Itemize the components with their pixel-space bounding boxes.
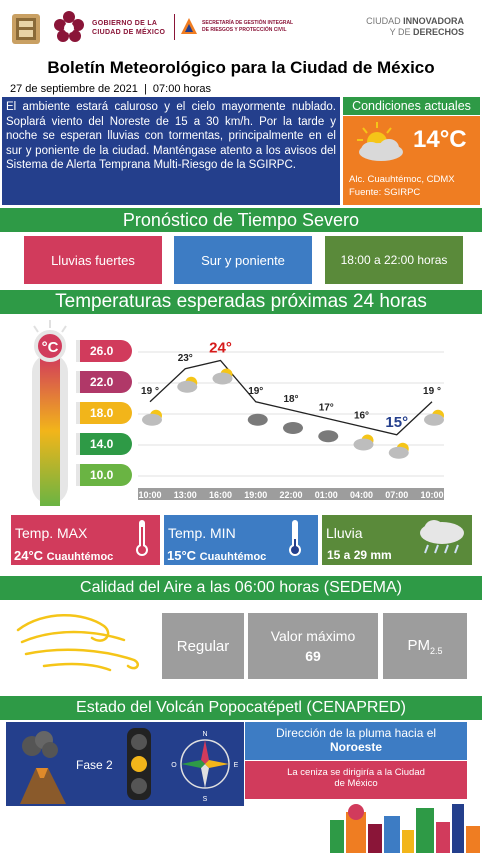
rain-label: Lluvia xyxy=(326,525,363,541)
thermometer-graphic: °C xyxy=(32,320,68,506)
rain-box: Lluvia 15 a 29 mm xyxy=(322,515,472,565)
pollutant-name: PM xyxy=(407,636,430,654)
svg-text:°C: °C xyxy=(42,339,59,356)
ash-direction-box: La ceniza se dirigiría a la Ciudad de Mé… xyxy=(245,761,467,799)
x-tick-label: 10:00 xyxy=(138,490,161,500)
partly-cloudy-icon xyxy=(424,409,444,426)
compass-n: N xyxy=(202,731,207,738)
pollutant-box: PM2.5 xyxy=(383,613,467,679)
air-quality-level: Regular xyxy=(162,613,244,679)
compass-o: O xyxy=(171,762,177,769)
min-temp-label: Temp. MIN xyxy=(168,525,236,541)
header: GOBIERNO DE LA CIUDAD DE MÉXICO SECRETAR… xyxy=(0,0,482,56)
x-tick-label: 07:00 xyxy=(385,490,408,500)
x-axis-bar xyxy=(138,488,444,500)
volcano-title: Estado del Volcán Popocatépetl (CENAPRED… xyxy=(0,696,482,720)
x-tick-label: 22:00 xyxy=(279,490,302,500)
rain-cloud-icon xyxy=(318,430,339,443)
temp-point-label: 16° xyxy=(354,411,369,422)
volcano-icon xyxy=(20,731,66,804)
header-divider xyxy=(174,14,175,40)
scale-pill: 14.0 xyxy=(76,433,132,455)
partly-cloudy-icon xyxy=(142,409,162,426)
bulletin-date: 27 de septiembre de 2021 | 07:00 horas xyxy=(10,83,212,95)
current-temp: 14°C xyxy=(413,126,467,153)
x-tick-label: 19:00 xyxy=(244,490,267,500)
thermometer-cold-icon xyxy=(289,520,301,556)
partly-cloudy-icon xyxy=(212,368,233,385)
plume-direction-box: Dirección de la pluma hacia el Noroeste xyxy=(245,722,467,760)
rain-cloud-icon xyxy=(283,422,303,434)
partly-cloudy-icon xyxy=(357,122,403,161)
city-slogan: CIUDAD INNOVADORA Y DE DERECHOS xyxy=(366,16,464,37)
pollutant-sub: 2.5 xyxy=(429,645,443,656)
temp-point-label: 19 ° xyxy=(423,386,441,397)
compass-s: S xyxy=(203,796,208,803)
severe-tag-zone: Sur y poniente xyxy=(174,236,312,284)
rain-cloud-icon xyxy=(247,413,268,426)
volcano-phase: Fase 2 xyxy=(76,758,113,772)
current-conditions-title: Condiciones actuales xyxy=(343,97,480,115)
plume-direction: Noroeste xyxy=(329,740,382,754)
celsius-icon xyxy=(22,336,50,364)
air-quality-title: Calidad del Aire a las 06:00 horas (SEDE… xyxy=(0,576,482,600)
cdmx-crest-logo xyxy=(12,14,40,44)
scale-pill: 22.0 xyxy=(76,371,132,393)
x-tick-label: 04:00 xyxy=(350,490,373,500)
rain-cloud-icon xyxy=(420,520,464,554)
temperature-line-chart: 19 ° 10:00 23° 13:00 24° 16:00 19° 19:00 18° 22:0… xyxy=(138,340,444,500)
gobierno-text: GOBIERNO DE LA CIUDAD DE MÉXICO xyxy=(92,20,166,36)
current-source: Fuente: SGIRPC xyxy=(349,187,421,198)
temp-point-label: 17° xyxy=(319,402,334,413)
partly-cloudy-icon xyxy=(177,376,198,393)
air-max-value: 69 xyxy=(305,648,321,664)
traffic-light-icon xyxy=(127,728,151,800)
volcano-panel: Fase 2 N S E O xyxy=(6,722,244,806)
plume-label: Dirección de la pluma hacia el xyxy=(275,726,437,740)
temp-point-label: 18° xyxy=(283,394,298,405)
air-max-label: Valor máximo xyxy=(270,628,356,644)
max-temp-label: Temp. MAX xyxy=(15,525,88,541)
temperature-chart-area: °C 26.0 22.0 18.0 14.0 10.0 19 ° 10:00 23° 13:0… xyxy=(0,316,482,510)
x-tick-label: 01:00 xyxy=(315,490,338,500)
min-temp-box: Temp. MIN 15°C Cuauhtémoc xyxy=(164,515,318,565)
thermometer-hot-icon xyxy=(136,520,148,556)
bulletin-title: Boletín Meteorológico para la Ciudad de … xyxy=(47,58,435,77)
scale-pill: 10.0 xyxy=(76,464,132,486)
compass-icon: N S E O xyxy=(171,731,239,803)
current-location: Alc. Cuauhtémoc, CDMX xyxy=(349,174,455,185)
temp-point-label: 24° xyxy=(209,340,232,357)
sgirpc-text: SECRETARÍA DE GESTIÓN INTEGRAL DE RIESGO… xyxy=(202,20,294,33)
max-temp-value: 24°C Cuauhtémoc xyxy=(14,548,114,563)
temp-point-label: 15° xyxy=(385,414,408,431)
air-quality-value: Regular xyxy=(176,637,230,655)
severe-weather-title: Pronóstico de Tiempo Severo xyxy=(0,208,482,232)
x-tick-label: 13:00 xyxy=(174,490,197,500)
forecast-description: El ambiente estará caluroso y el cielo m… xyxy=(2,97,340,205)
partly-cloudy-icon xyxy=(353,434,374,451)
max-temp-box: Temp. MAX 24°C Cuauhtémoc xyxy=(11,515,160,565)
severe-tag-rain: Lluvias fuertes xyxy=(24,236,162,284)
scale-pill: 18.0 xyxy=(76,402,132,424)
current-conditions-panel: 14°C Alc. Cuauhtémoc, CDMX Fuente: SGIRP… xyxy=(343,116,480,205)
x-tick-label: 10:00 xyxy=(420,490,443,500)
gobierno-logo xyxy=(54,11,84,42)
temp-point-label: 19 ° xyxy=(141,386,159,397)
temperature-line xyxy=(149,359,433,436)
partly-cloudy-icon xyxy=(388,442,409,459)
temp-point-label: 19° xyxy=(248,386,263,397)
min-temp-value: 15°C Cuauhtémoc xyxy=(167,548,267,563)
sgirpc-logo xyxy=(181,18,197,34)
wind-icon xyxy=(16,614,139,672)
scale-pill: 26.0 xyxy=(76,340,132,362)
city-skyline-illustration xyxy=(330,804,480,853)
severe-tag-time: 18:00 a 22:00 horas xyxy=(325,236,463,284)
temps-title: Temperaturas esperadas próximas 24 horas xyxy=(0,290,482,314)
temp-point-label: 23° xyxy=(178,353,193,364)
compass-e: E xyxy=(234,762,239,769)
x-tick-label: 16:00 xyxy=(209,490,232,500)
air-max-value-box: Valor máximo 69 xyxy=(248,613,378,679)
rain-value: 15 a 29 mm xyxy=(327,548,392,562)
